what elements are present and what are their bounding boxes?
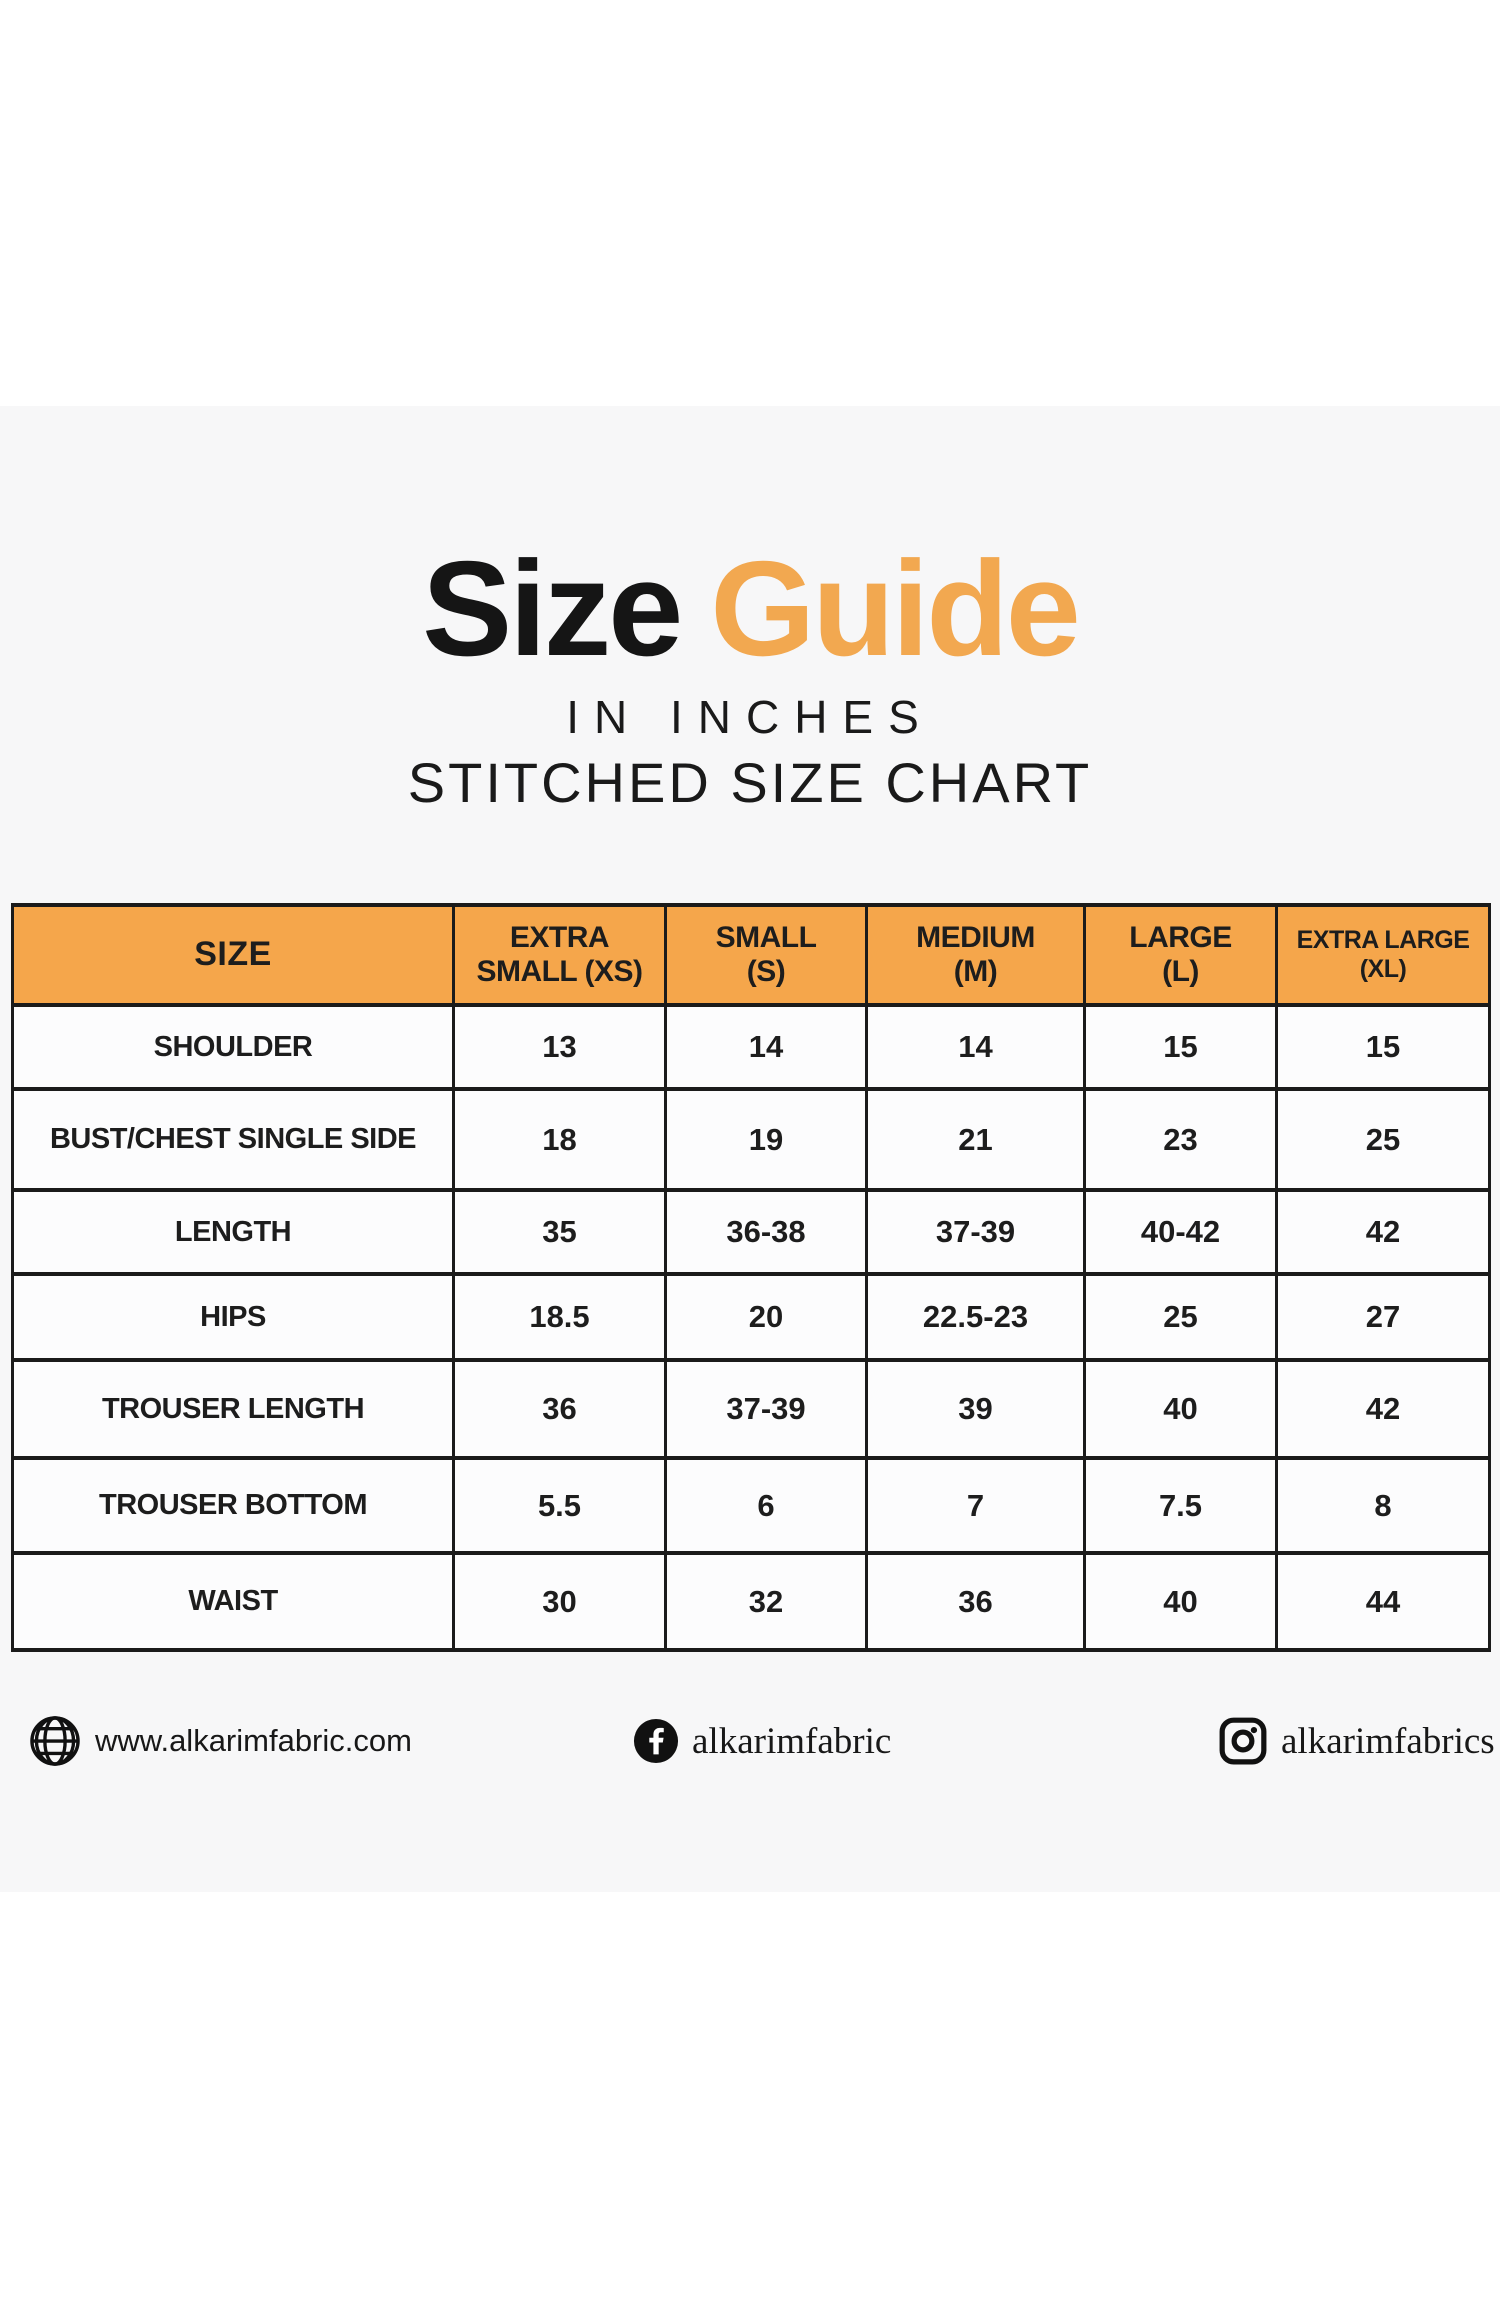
- instagram-icon: [1218, 1716, 1268, 1766]
- size-value-cell: 8: [1275, 1456, 1491, 1555]
- footer: www.alkarimfabric.com alkarimfabric: [0, 1706, 1500, 1776]
- website-url: www.alkarimfabric.com: [95, 1723, 412, 1758]
- size-value-cell: 36: [865, 1551, 1086, 1652]
- size-value-cell: 30: [452, 1551, 667, 1652]
- footer-website: www.alkarimfabric.com: [28, 1706, 412, 1776]
- size-chart-table: SIZE EXTRA SMALL (XS) SMALL (S) MEDIUM (M) L…: [11, 903, 1491, 1652]
- table-row: SHOULDER 13 14 14 15 15: [11, 1003, 1491, 1091]
- size-value-cell: 42: [1275, 1188, 1491, 1276]
- table-row: LENGTH 35 36-38 37-39 40-42 42: [11, 1188, 1491, 1276]
- row-label: LENGTH: [11, 1188, 455, 1276]
- row-label: WAIST: [11, 1551, 455, 1652]
- column-header: SMALL (S): [664, 903, 868, 1007]
- table-row: TROUSER LENGTH 36 37-39 39 40 42: [11, 1358, 1491, 1460]
- size-value-cell: 36-38: [664, 1188, 868, 1276]
- row-label: TROUSER BOTTOM: [11, 1456, 455, 1555]
- size-value-cell: 5.5: [452, 1456, 667, 1555]
- row-label: HIPS: [11, 1272, 455, 1362]
- size-value-cell: 42: [1275, 1358, 1491, 1460]
- table-header-row: SIZE EXTRA SMALL (XS) SMALL (S) MEDIUM (M) L…: [11, 903, 1491, 1007]
- size-value-cell: 14: [865, 1003, 1086, 1091]
- column-header: MEDIUM (M): [865, 903, 1086, 1007]
- size-value-cell: 19: [664, 1087, 868, 1192]
- size-value-cell: 37-39: [865, 1188, 1086, 1276]
- size-value-cell: 23: [1083, 1087, 1278, 1192]
- table-row: HIPS 18.5 20 22.5-23 25 27: [11, 1272, 1491, 1362]
- title-word-size: Size: [422, 533, 683, 684]
- column-header: EXTRA SMALL (XS): [452, 903, 667, 1007]
- row-label: BUST/CHEST SINGLE SIDE: [11, 1087, 455, 1192]
- size-value-cell: 7: [865, 1456, 1086, 1555]
- size-value-cell: 39: [865, 1358, 1086, 1460]
- size-value-cell: 40: [1083, 1358, 1278, 1460]
- table-row: BUST/CHEST SINGLE SIDE 18 19 21 23 25: [11, 1087, 1491, 1192]
- footer-instagram: alkarimfabrics: [1218, 1706, 1495, 1776]
- size-value-cell: 20: [664, 1272, 868, 1362]
- size-value-cell: 13: [452, 1003, 667, 1091]
- column-header-size: SIZE: [11, 903, 455, 1007]
- facebook-handle: alkarimfabric: [692, 1720, 892, 1762]
- title-word-guide: Guide: [710, 533, 1081, 684]
- facebook-icon: [633, 1718, 679, 1764]
- column-header: EXTRA LARGE (XL): [1275, 903, 1491, 1007]
- globe-icon: [28, 1714, 82, 1768]
- size-value-cell: 25: [1083, 1272, 1278, 1362]
- size-value-cell: 7.5: [1083, 1456, 1278, 1555]
- instagram-handle: alkarimfabrics: [1281, 1720, 1495, 1762]
- size-value-cell: 21: [865, 1087, 1086, 1192]
- table-row: WAIST 30 32 36 40 44: [11, 1551, 1491, 1652]
- size-value-cell: 36: [452, 1358, 667, 1460]
- row-label: TROUSER LENGTH: [11, 1358, 455, 1460]
- subtitle-stitched-size-chart: STITCHED SIZE CHART: [407, 751, 1093, 814]
- page-title: Size Guide: [0, 541, 1500, 676]
- size-value-cell: 35: [452, 1188, 667, 1276]
- content-band: Size Guide IN INCHES STITCHED SIZE CHART …: [0, 406, 1500, 1892]
- table-row: TROUSER BOTTOM 5.5 6 7 7.5 8: [11, 1456, 1491, 1555]
- size-value-cell: 40-42: [1083, 1188, 1278, 1276]
- subtitle-in-inches: IN INCHES: [566, 691, 934, 743]
- size-value-cell: 27: [1275, 1272, 1491, 1362]
- row-label: SHOULDER: [11, 1003, 455, 1091]
- size-value-cell: 40: [1083, 1551, 1278, 1652]
- column-header: LARGE (L): [1083, 903, 1278, 1007]
- size-value-cell: 15: [1275, 1003, 1491, 1091]
- size-value-cell: 18: [452, 1087, 667, 1192]
- size-value-cell: 18.5: [452, 1272, 667, 1362]
- size-value-cell: 15: [1083, 1003, 1278, 1091]
- size-value-cell: 6: [664, 1456, 868, 1555]
- size-value-cell: 22.5-23: [865, 1272, 1086, 1362]
- size-value-cell: 32: [664, 1551, 868, 1652]
- size-value-cell: 37-39: [664, 1358, 868, 1460]
- size-value-cell: 14: [664, 1003, 868, 1091]
- size-value-cell: 25: [1275, 1087, 1491, 1192]
- size-value-cell: 44: [1275, 1551, 1491, 1652]
- footer-facebook: alkarimfabric: [633, 1706, 891, 1776]
